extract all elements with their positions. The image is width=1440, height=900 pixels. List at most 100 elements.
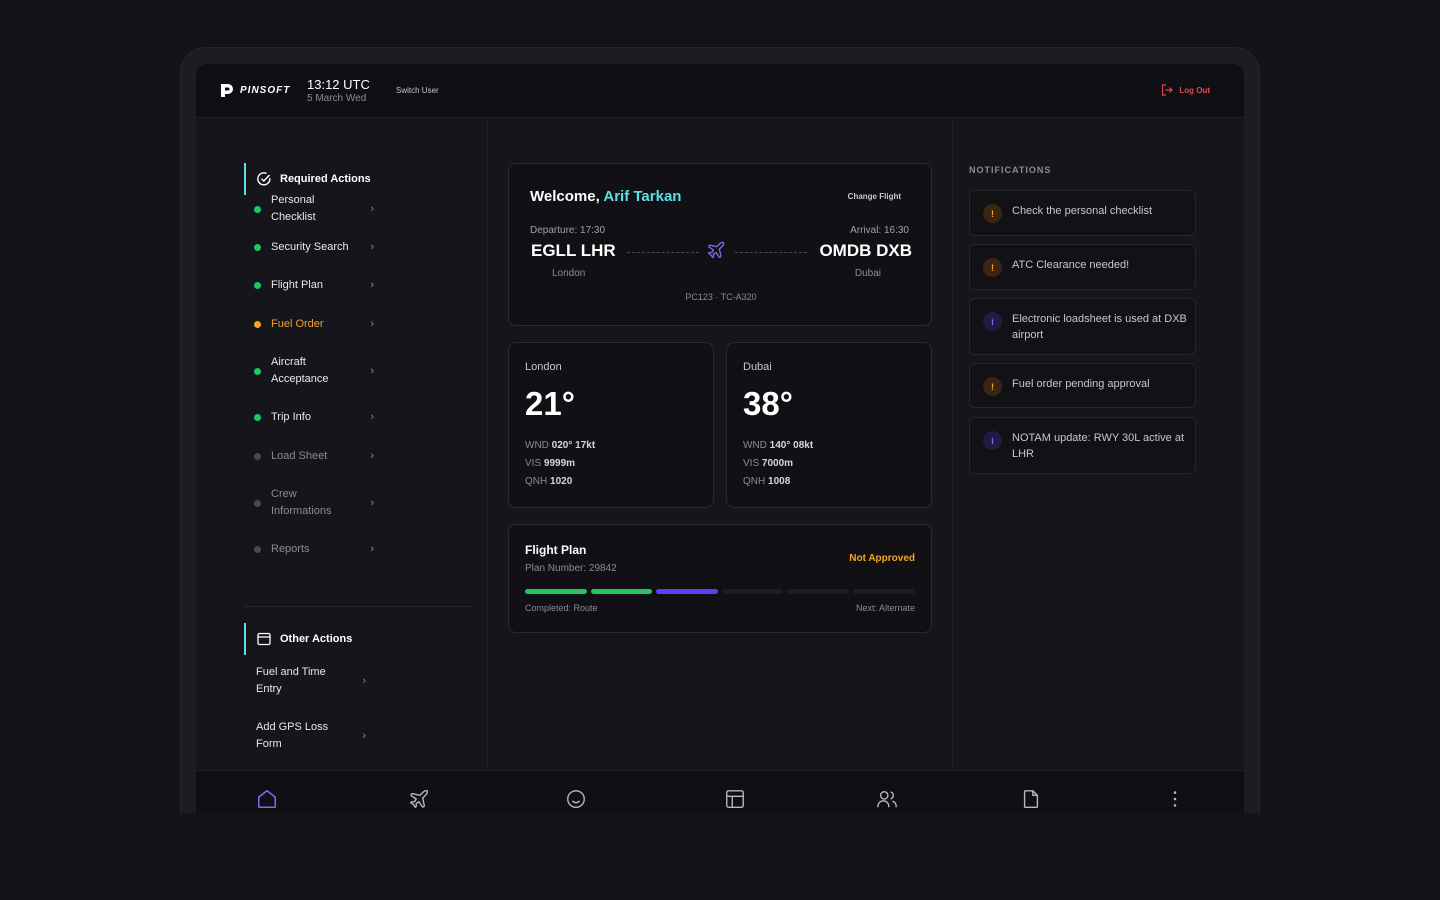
weather-card-dubai: Dubai 38° WND 140° 08kt VIS 7000m QNH 10…	[726, 342, 932, 508]
other-action-fuel-time-entry[interactable]: Fuel and Time Entry ›	[256, 664, 366, 698]
visibility-label: VIS	[525, 458, 542, 469]
action-item-trip-info[interactable]: Trip Info ›	[254, 409, 374, 426]
other-actions-header: Other Actions	[244, 623, 352, 655]
wind-label: WND	[743, 440, 767, 451]
welcome-greeting: Welcome,	[530, 188, 600, 205]
action-label: Crew Informations	[271, 488, 332, 517]
chevron-right-icon: ›	[370, 279, 374, 291]
switch-user-button[interactable]: Switch User	[396, 86, 439, 95]
action-item-load-sheet[interactable]: Load Sheet ›	[254, 448, 374, 465]
nav-crew-mood-button[interactable]	[565, 788, 587, 810]
weather-wind: WND 020° 17kt	[525, 440, 595, 451]
action-label: Reports	[271, 543, 310, 555]
progress-step	[853, 589, 915, 594]
info-icon: i	[983, 312, 1002, 331]
logout-label: Log Out	[1179, 85, 1210, 95]
status-dot	[254, 499, 261, 507]
chevron-right-icon: ›	[370, 411, 374, 423]
action-label: Security Search	[271, 241, 349, 253]
warning-icon: !	[983, 258, 1002, 277]
notification-item[interactable]: ! ATC Clearance needed!	[969, 244, 1196, 290]
visibility-value: 7000m	[761, 458, 794, 469]
notification-text: NOTAM update: RWY 30L active at LHR	[1012, 432, 1185, 460]
action-item-aircraft-acceptance[interactable]: Aircraft Acceptance ›	[254, 354, 374, 388]
logo-text: PINSOFT	[240, 85, 291, 96]
users-icon	[877, 790, 897, 808]
action-item-fuel-order[interactable]: Fuel Order ›	[254, 316, 374, 333]
chevron-right-icon: ›	[370, 241, 374, 253]
action-item-flight-plan[interactable]: Flight Plan ›	[254, 277, 374, 294]
welcome-card: Welcome, Arif Tarkan Change Flight Depar…	[508, 163, 932, 326]
action-label: Trip Info	[271, 411, 311, 423]
completed-step-label: Completed: Route	[525, 603, 598, 613]
clock-date: 5 March Wed	[307, 93, 367, 104]
app-screen: PINSOFT 13:12 UTC 5 March Wed Switch Use…	[196, 64, 1244, 813]
other-action-gps-loss-form[interactable]: Add GPS Loss Form ›	[256, 719, 366, 753]
chevron-right-icon: ›	[370, 496, 374, 509]
departure-time: Departure: 17:30	[530, 225, 606, 236]
notifications-panel	[952, 119, 1244, 770]
status-dot	[254, 244, 261, 251]
arrival-time: Arrival: 16:30	[850, 225, 909, 236]
weather-visibility: VIS 9999m	[525, 458, 575, 469]
pilot-name: Arif Tarkan	[603, 188, 682, 205]
action-label: Load Sheet	[271, 450, 328, 462]
weather-city: London	[525, 361, 562, 373]
flight-plan-number: Plan Number: 29842	[525, 563, 617, 574]
smile-icon	[567, 790, 585, 808]
weather-city: Dubai	[743, 361, 772, 373]
flight-registration: PC123 · TC-A320	[685, 292, 757, 302]
other-action-label: Fuel and Time Entry	[256, 666, 326, 695]
logo-mark-icon	[221, 84, 233, 97]
flight-plan-status: Not Approved	[849, 553, 915, 564]
departure-airport: EGLL LHR	[531, 241, 616, 260]
logout-button[interactable]: Log Out	[1161, 84, 1210, 96]
welcome-title: Welcome, Arif Tarkan	[530, 188, 681, 205]
arrival-city: Dubai	[854, 268, 881, 279]
nav-home-button[interactable]	[256, 788, 278, 810]
top-bar: PINSOFT 13:12 UTC 5 March Wed Switch Use…	[196, 64, 1244, 118]
nav-layout-button[interactable]	[724, 788, 746, 810]
weather-wind: WND 140° 08kt	[743, 440, 813, 451]
layout-icon	[726, 790, 744, 808]
weather-temperature: 21°	[525, 385, 575, 422]
info-icon: i	[983, 431, 1002, 450]
qnh-label: QNH	[743, 476, 766, 487]
chevron-right-icon: ›	[370, 202, 374, 215]
next-step-label: Next: Alternate	[855, 603, 915, 613]
clock-time: 13:12 UTC	[307, 77, 370, 92]
weather-card-london: London 21° WND 020° 17kt VIS 9999m QNH 1…	[508, 342, 714, 508]
nav-users-button[interactable]	[876, 788, 898, 810]
action-item-personal-checklist[interactable]: Personal Checklist ›	[254, 192, 374, 226]
warning-icon: !	[983, 377, 1002, 396]
route-line-right	[735, 252, 807, 253]
nav-flight-button[interactable]	[408, 788, 430, 810]
chevron-right-icon: ›	[370, 364, 374, 377]
nav-more-button[interactable]	[1164, 788, 1186, 810]
required-actions-header: Required Actions	[244, 163, 371, 195]
status-dot	[254, 414, 261, 421]
notification-item[interactable]: i NOTAM update: RWY 30L active at LHR	[969, 417, 1196, 474]
weather-qnh: QNH 1020	[525, 476, 572, 487]
weather-qnh: QNH 1008	[743, 476, 790, 487]
route-line-left	[627, 252, 699, 253]
notification-item[interactable]: i Electronic loadsheet is used at DXB ai…	[969, 298, 1196, 355]
notification-item[interactable]: ! Fuel order pending approval	[969, 363, 1196, 408]
action-label: Aircraft Acceptance	[271, 356, 329, 385]
flight-plan-card[interactable]: Flight Plan Plan Number: 29842 Not Appro…	[508, 524, 932, 633]
change-flight-button[interactable]: Change Flight	[847, 192, 901, 201]
chevron-right-icon: ›	[362, 674, 366, 687]
action-item-security-search[interactable]: Security Search ›	[254, 239, 374, 256]
action-item-reports[interactable]: Reports ›	[254, 541, 374, 558]
notification-text: Check the personal checklist	[1012, 205, 1153, 217]
other-action-label: Add GPS Loss Form	[256, 721, 329, 750]
progress-step	[787, 589, 849, 594]
notification-item[interactable]: ! Check the personal checklist	[969, 190, 1196, 236]
action-item-crew-informations[interactable]: Crew Informations ›	[254, 486, 374, 520]
clock: 13:12 UTC 5 March Wed	[307, 77, 370, 105]
nav-documents-button[interactable]	[1020, 788, 1042, 810]
status-dot	[254, 282, 261, 289]
flight-plan-title: Flight Plan	[525, 543, 587, 557]
document-icon	[1023, 790, 1039, 808]
qnh-value: 1008	[768, 476, 791, 487]
